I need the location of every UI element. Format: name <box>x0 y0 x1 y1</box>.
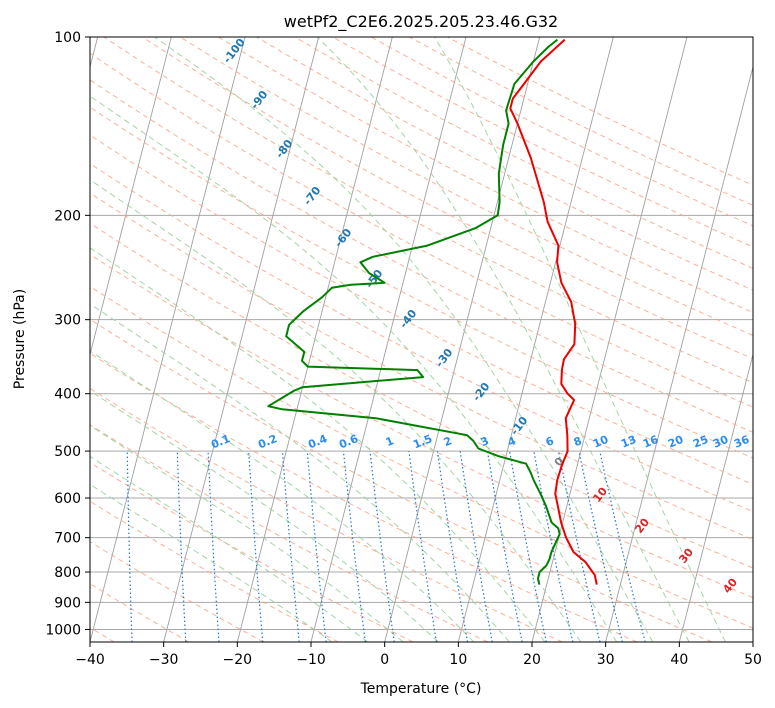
plot-area: -100-90-80-70-60-50-40-30-20-10010203040… <box>90 37 753 642</box>
mixing-ratio-label: 36 <box>732 433 751 451</box>
temperature-profile <box>509 38 598 585</box>
dry-adiabat-line <box>90 318 712 642</box>
mixing-ratio-line <box>408 451 437 642</box>
y-tick-label: 700 <box>54 531 81 547</box>
moist-adiabat-line <box>316 37 690 642</box>
x-tick-label: 50 <box>744 652 762 668</box>
moist-adiabat-line <box>434 37 726 642</box>
plot-frame <box>89 36 754 643</box>
y-tick-label: 800 <box>54 565 81 581</box>
x-tick-label: 30 <box>597 652 615 668</box>
y-tick-label: 1000 <box>45 622 81 638</box>
dry-adiabat-line <box>90 222 753 569</box>
x-tick-label: 10 <box>449 652 467 668</box>
mixing-ratio-label: 1 <box>384 434 396 449</box>
dry-adiabat-line <box>90 461 414 642</box>
mixing-ratio-line <box>281 451 300 642</box>
mixing-ratio-line <box>599 450 646 642</box>
y-tick-label: 200 <box>54 208 81 224</box>
dry-adiabat-line <box>90 253 753 599</box>
mixing-ratio-label: 16 <box>641 433 660 451</box>
mixing-ratio-label: 3 <box>479 434 491 449</box>
dry-adiabat-line <box>141 37 753 360</box>
x-tick-label: 20 <box>523 652 541 668</box>
mixing-ratio-label: 20 <box>666 433 685 451</box>
mixing-ratio-line <box>248 451 264 642</box>
moist-adiabat-line <box>90 303 510 642</box>
mixing-ratio-label: 25 <box>691 433 710 451</box>
dewpoint-profile <box>267 38 561 585</box>
moist-adiabat-line <box>90 179 582 642</box>
moist-adiabat-line <box>90 455 368 642</box>
dry-adiabat-line <box>90 79 753 433</box>
y-tick-label: 400 <box>54 387 81 403</box>
moist-adiabat-line <box>90 390 439 642</box>
mixing-ratio-label: 8 <box>572 434 584 449</box>
x-axis-title: Temperature (°C) <box>360 681 482 697</box>
mixing-ratio-label: 13 <box>619 433 638 451</box>
moist-adiabat-line <box>154 37 654 642</box>
mixing-ratio-line <box>578 450 623 642</box>
moist-adiabat-lines <box>90 37 726 642</box>
x-axis-ticks: −40 −30 −20 −10 0 10 20 30 40 50 <box>75 642 762 668</box>
dry-adiabat-lines <box>90 37 753 642</box>
dry-adiabat-line <box>90 387 563 642</box>
x-tick-label: −40 <box>75 652 105 668</box>
moist-adiabat-line <box>90 483 333 642</box>
x-tick-label: −30 <box>149 652 179 668</box>
mixing-ratio-line <box>369 451 395 642</box>
isotherm-line <box>531 37 688 642</box>
y-tick-label: 100 <box>54 30 81 46</box>
mixing-ratio-line <box>342 451 366 642</box>
x-tick-label: 40 <box>670 652 688 668</box>
x-tick-label: −20 <box>223 652 253 668</box>
mixing-ratio-line <box>486 451 523 642</box>
isotherm-line <box>605 65 753 642</box>
y-tick-label: 600 <box>54 491 81 507</box>
mixing-ratio-line <box>557 450 601 642</box>
dry-adiabat-line <box>90 163 753 513</box>
isotherm-line <box>163 37 320 642</box>
mixing-ratio-line <box>509 450 547 642</box>
y-tick-label: 300 <box>54 313 81 329</box>
y-tick-label: 900 <box>54 595 81 611</box>
mixing-ratio-lines <box>126 450 646 642</box>
isotherm-line <box>678 352 753 642</box>
mixing-ratio-label: 10 <box>591 433 610 451</box>
x-tick-label: −10 <box>296 652 326 668</box>
isotherm-line <box>384 37 541 642</box>
dry-adiabat-line <box>90 583 190 642</box>
dry-adiabat-line <box>90 134 753 486</box>
mixing-ratio-label: 30 <box>711 433 730 451</box>
y-axis-ticks: 100 200 300 400 500 600 700 800 900 1000 <box>45 30 90 638</box>
mixing-ratio-line <box>306 451 327 642</box>
moist-adiabat-line <box>90 247 546 642</box>
dry-adiabat-line <box>90 192 753 541</box>
mixing-ratio-line <box>533 450 574 642</box>
isotherm-lines <box>90 37 753 642</box>
y-axis-title: Pressure (hPa) <box>12 289 28 389</box>
isotherm-line <box>457 37 614 642</box>
isotherm-line <box>90 37 246 642</box>
isotherm-line <box>90 37 172 357</box>
sounding-profiles <box>267 38 598 585</box>
mixing-ratio-label: 2 <box>442 434 454 449</box>
dry-adiabat-line <box>90 352 638 642</box>
dry-adiabat-line <box>90 424 488 642</box>
y-tick-label: 500 <box>54 444 81 460</box>
moist-adiabat-line <box>90 95 618 642</box>
x-tick-label: 0 <box>380 652 389 668</box>
dry-adiabat-line <box>90 52 753 408</box>
dry-adiabat-line <box>218 37 753 314</box>
chart-title: wetPf2_C2E6.2025.205.23.46.G32 <box>284 12 558 32</box>
